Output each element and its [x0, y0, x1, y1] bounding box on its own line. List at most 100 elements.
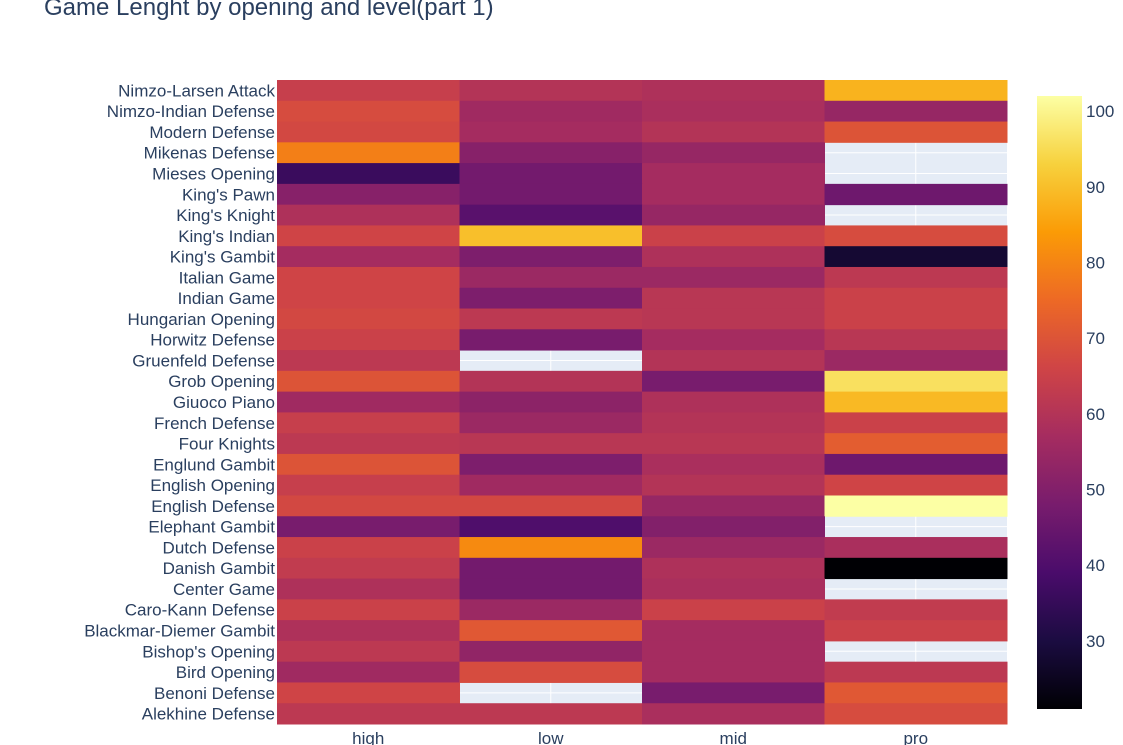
- y-tick-label: King's Indian: [178, 227, 275, 246]
- heatmap-cell: [277, 391, 460, 413]
- heatmap-cell: [642, 474, 825, 496]
- y-tick-label: Four Knights: [179, 435, 275, 454]
- heatmap-cell: [642, 412, 825, 434]
- heatmap-cell: [642, 287, 825, 310]
- y-tick-label: Blackmar-Diemer Gambit: [84, 622, 275, 641]
- heatmap-cell: [277, 370, 460, 393]
- y-tick-label: Horwitz Defense: [150, 331, 275, 350]
- heatmap-cell: [277, 80, 460, 102]
- y-tick-label: King's Gambit: [170, 248, 276, 267]
- heatmap-cell: [642, 537, 825, 559]
- heatmap-cell: [277, 329, 460, 351]
- heatmap-cell: [277, 142, 460, 164]
- heatmap-cell: [642, 661, 825, 683]
- heatmap-cell: [642, 370, 825, 393]
- heatmap-cell: [277, 599, 460, 621]
- heatmap-cell: [277, 516, 460, 538]
- heatmap-cell: [642, 121, 825, 143]
- colorbar-tick-label: 30: [1086, 632, 1105, 651]
- heatmap-cell: [459, 204, 643, 226]
- heatmap-cell: [277, 474, 460, 496]
- heatmap-cell: [459, 287, 643, 310]
- heatmap-cell: [459, 557, 643, 580]
- heatmap-cell: [277, 620, 460, 642]
- heatmap-cell: [459, 370, 643, 393]
- heatmap-cell: [824, 495, 1008, 517]
- heatmap-cell: [642, 308, 825, 330]
- y-tick-label: Alekhine Defense: [142, 705, 275, 724]
- heatmap-cell: [459, 599, 643, 621]
- colorbar-tick-label: 40: [1086, 556, 1105, 575]
- y-tick-label: Italian Game: [179, 268, 275, 287]
- heatmap-cell: [277, 183, 460, 206]
- heatmap-cell: [824, 350, 1008, 372]
- colorbar-tick-label: 60: [1086, 405, 1105, 424]
- heatmap-cell: [824, 225, 1008, 247]
- heatmap-cell: [459, 703, 643, 725]
- x-tick-label: mid: [720, 729, 747, 745]
- heatmap-cell: [824, 246, 1008, 268]
- y-tick-label: Center Game: [173, 580, 275, 599]
- heatmap-cell: [459, 433, 643, 455]
- y-tick-label: King's Pawn: [182, 185, 275, 204]
- y-tick-label: Giuoco Piano: [173, 393, 275, 412]
- heatmap-cell: [459, 225, 643, 247]
- y-tick-label: Hungarian Opening: [128, 310, 275, 329]
- heatmap-cell: [459, 412, 643, 434]
- y-tick-label: English Opening: [150, 476, 275, 495]
- heatmap-cell: [459, 453, 643, 476]
- y-tick-label: English Defense: [151, 497, 275, 516]
- heatmap-cell: [642, 204, 825, 226]
- heatmap-cell: [824, 599, 1008, 621]
- heatmap-cell: [642, 516, 825, 538]
- heatmap-cell: [824, 80, 1008, 102]
- heatmap-cell: [277, 412, 460, 434]
- heatmap-cell: [824, 329, 1008, 351]
- heatmap-cell: [824, 412, 1008, 434]
- heatmap-cell: [277, 246, 460, 268]
- heatmap-cell: [642, 391, 825, 413]
- y-tick-label: Caro-Kann Defense: [125, 601, 275, 620]
- y-tick-label: Bird Opening: [176, 663, 275, 682]
- heatmap-cell: [642, 225, 825, 247]
- heatmap-cell: [824, 474, 1008, 496]
- heatmap-cell: [277, 557, 460, 580]
- heatmap-cell: [277, 495, 460, 517]
- heatmap-cell: [277, 266, 460, 289]
- colorbar-tick-label: 80: [1086, 253, 1105, 272]
- heatmap-cell: [277, 100, 460, 123]
- heatmap-cell: [459, 661, 643, 683]
- heatmap-cell: [824, 537, 1008, 559]
- heatmap-cell: [277, 453, 460, 476]
- heatmap-cell: [824, 100, 1008, 123]
- x-tick-labels: high low mid pro: [352, 729, 928, 745]
- heatmap-cell: [642, 329, 825, 351]
- y-tick-labels: Nimzo-Larsen Attack Nimzo-Indian Defense M…: [84, 81, 275, 723]
- y-tick-label: Benoni Defense: [154, 684, 275, 703]
- y-tick-label: Nimzo-Indian Defense: [107, 102, 275, 121]
- y-tick-label: Nimzo-Larsen Attack: [118, 81, 275, 100]
- heatmap-cell: [459, 620, 643, 642]
- heatmap-cell: [277, 225, 460, 247]
- heatmap-cell: [642, 682, 825, 704]
- y-tick-label: Gruenfeld Defense: [132, 351, 275, 370]
- colorbar-tick-label: 70: [1086, 329, 1105, 348]
- heatmap-cell: [277, 703, 460, 725]
- heatmap-cell: [642, 433, 825, 455]
- y-tick-label: Englund Gambit: [153, 455, 275, 474]
- y-tick-label: Modern Defense: [149, 123, 275, 142]
- heatmap-cell: [459, 578, 643, 600]
- heatmap-cell: [459, 246, 643, 268]
- heatmap-cell: [459, 516, 643, 538]
- heatmap-cell: [277, 661, 460, 683]
- heatmap-cell: [642, 266, 825, 289]
- y-tick-label: French Defense: [154, 414, 275, 433]
- heatmap-cell: [642, 620, 825, 642]
- heatmap-cell: [277, 640, 460, 663]
- heatmap-cell: [824, 391, 1008, 413]
- heatmap-cell: [642, 453, 825, 476]
- heatmap-cell: [459, 474, 643, 496]
- heatmap-cell: [277, 163, 460, 185]
- heatmap-cell: [459, 640, 643, 663]
